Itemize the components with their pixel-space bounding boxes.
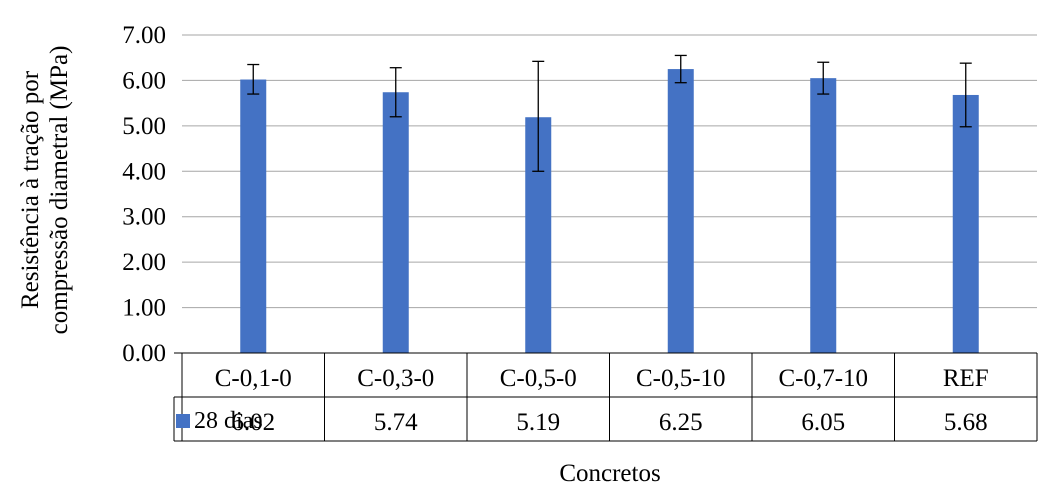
x-axis-title: Concretos [559,460,660,487]
gridlines [182,34,1037,309]
data-table: C-0,1-0 6.02 C-0,3-0 5.74 C-0,5-0 5.19 C-0,5-1… [173,352,1038,442]
y-tick-label: 6.00 [122,67,166,94]
bar [667,69,694,354]
legend-label-28-dias: 28 dias [194,408,263,434]
x-tick-label: C-0,7-10 [778,365,868,392]
y-tick-label: 2.00 [122,249,166,276]
x-tick-label: C-0,5-0 [500,365,577,392]
y-tick-label: 5.00 [122,113,166,140]
data-label: 6.25 [659,409,703,436]
y-axis-title-line-2: compressão diametral (MPa) [46,46,73,335]
y-tick-label: 1.00 [122,295,166,322]
data-label: 5.74 [374,409,418,436]
x-tick-label: C-0,3-0 [357,365,434,392]
bar [952,94,979,354]
y-axis-title-line-1: Resistência à tração por [17,70,44,309]
y-tick-label: 3.00 [122,204,166,231]
data-label: 6.02 [231,409,275,436]
y-tick-label: 0.00 [122,340,166,367]
bars [240,69,979,354]
bar [240,79,267,354]
y-tick-label: 4.00 [122,158,166,185]
data-label: 5.68 [944,409,988,436]
x-tick-label: REF [943,365,989,392]
error-bars [247,54,972,172]
x-tick-label: C-0,1-0 [215,365,292,392]
bar [382,92,409,354]
data-label: 6.05 [801,409,845,436]
x-tick-label: C-0,5-10 [636,365,726,392]
y-tick-labels: 0.00 1.00 2.00 3.00 4.00 5.00 6.00 7.00 [122,22,166,367]
legend-swatch-28-dias [176,414,190,428]
y-tick-label: 7.00 [122,22,166,49]
legend: 28 dias [176,408,263,434]
data-label: 5.19 [516,409,560,436]
bar [810,78,837,354]
